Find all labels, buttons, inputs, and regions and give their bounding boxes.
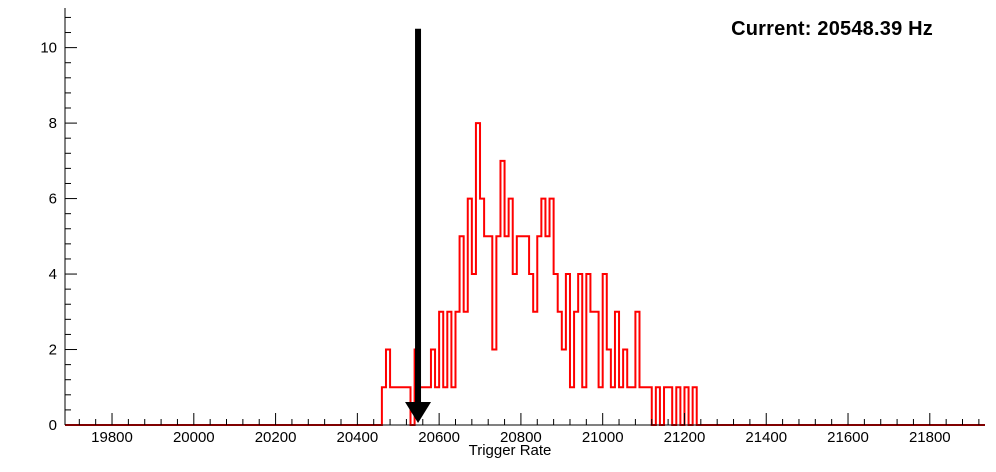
- current-rate-label: Current: 20548.39 Hz: [731, 18, 933, 40]
- x-axis-title: Trigger Rate: [468, 442, 552, 459]
- x-tick-label: 21200: [664, 429, 706, 446]
- x-tick-label: 20000: [173, 429, 215, 446]
- x-tick-label: 21000: [582, 429, 624, 446]
- x-tick-label: 21600: [827, 429, 869, 446]
- y-tick-label: 10: [40, 40, 57, 57]
- x-tick-label: 21800: [909, 429, 951, 446]
- histogram-trace: [65, 122, 985, 426]
- y-tick-label: 8: [49, 115, 57, 132]
- x-tick-label: 20800: [500, 429, 542, 446]
- x-tick-label: 20200: [255, 429, 297, 446]
- y-tick-label: 6: [49, 191, 57, 208]
- y-tick-label: 4: [49, 266, 57, 283]
- x-tick-label: 20600: [418, 429, 460, 446]
- x-tick-label: 21400: [745, 429, 787, 446]
- y-tick-label: 2: [49, 342, 57, 359]
- y-tick-label: 0: [49, 417, 57, 434]
- x-tick-label: 20400: [337, 429, 379, 446]
- current-rate-arrow-head: [405, 402, 432, 423]
- x-tick-label: 19800: [91, 429, 133, 446]
